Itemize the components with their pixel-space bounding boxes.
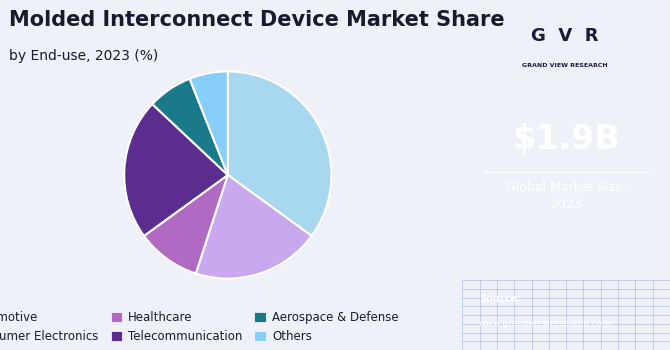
Wedge shape [152,79,228,175]
Wedge shape [196,175,312,279]
Text: $1.9B: $1.9B [513,124,620,156]
Text: Source:: Source: [479,294,521,304]
Text: G  V  R: G V R [531,27,598,45]
Text: www.grandviewresearch.com: www.grandviewresearch.com [479,318,612,328]
Text: Global Market Size,
2023: Global Market Size, 2023 [506,181,626,211]
Text: GRAND VIEW RESEARCH: GRAND VIEW RESEARCH [522,63,607,68]
Wedge shape [124,104,228,236]
Wedge shape [228,71,332,236]
Text: by End-use, 2023 (%): by End-use, 2023 (%) [9,49,159,63]
Legend: Automotive, Consumer Electronics, Healthcare, Telecommunication, Aerospace & Def: Automotive, Consumer Electronics, Health… [0,306,403,348]
Text: Molded Interconnect Device Market Share: Molded Interconnect Device Market Share [9,10,505,30]
Wedge shape [144,175,228,274]
Wedge shape [190,71,228,175]
